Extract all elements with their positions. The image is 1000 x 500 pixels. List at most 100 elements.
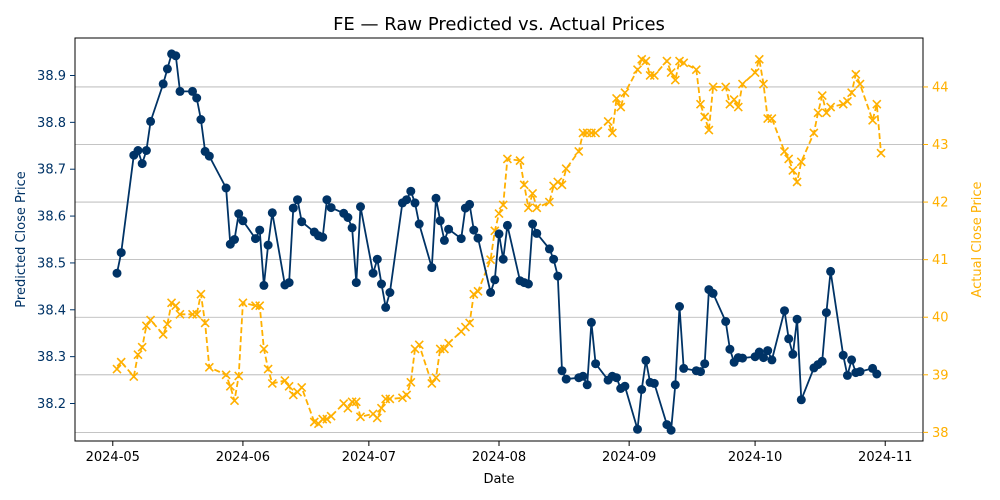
actual-point: [590, 128, 601, 138]
predicted-point: [796, 395, 806, 405]
actual-point: [158, 329, 168, 340]
predicted-point: [708, 288, 718, 298]
actual-point: [700, 112, 710, 122]
y-right-tick-label: 39: [932, 368, 949, 383]
actual-point: [754, 54, 764, 64]
actual-point: [561, 164, 571, 174]
x-tick-label: 2024-11: [858, 450, 912, 465]
predicted-point: [738, 353, 747, 363]
actual-point: [809, 128, 819, 138]
actual-point: [838, 99, 848, 109]
predicted-point: [414, 219, 424, 229]
actual-point: [112, 364, 122, 374]
actual-point: [435, 344, 445, 354]
y-left-tick-label: 38.7: [37, 163, 66, 178]
x-tick-label: 2024-08: [472, 450, 526, 465]
actual-point: [486, 255, 496, 265]
actual-point: [649, 70, 659, 80]
predicted-point: [230, 235, 239, 244]
actual-point: [133, 350, 143, 360]
actual-point: [515, 156, 525, 166]
actual-point: [851, 69, 861, 79]
predicted-point: [439, 235, 449, 245]
predicted-point: [855, 367, 865, 377]
predicted-point: [347, 223, 357, 233]
predicted-point: [288, 203, 298, 213]
predicted-point: [402, 195, 412, 205]
actual-point: [750, 67, 760, 78]
y-left-tick-label: 38.3: [37, 350, 66, 365]
predicted-point: [175, 86, 185, 96]
predicted-point: [112, 268, 122, 278]
actual-point: [225, 381, 235, 391]
predicted-point: [842, 370, 852, 380]
predicted-point: [406, 186, 416, 196]
predicted-point: [469, 225, 479, 235]
actual-point: [620, 88, 630, 98]
predicted-point: [343, 213, 353, 222]
chart-title: FE — Raw Predicted vs. Actual Prices: [333, 14, 665, 35]
actual-point: [376, 403, 387, 413]
actual-point: [826, 102, 836, 112]
predicted-point: [561, 374, 571, 384]
predicted-point: [633, 424, 642, 434]
predicted-point: [620, 381, 630, 391]
predicted-point: [788, 349, 798, 359]
actual-point: [763, 114, 773, 124]
y-axis-left-label: Predicted Close Price: [14, 171, 29, 307]
actual-series: [112, 54, 886, 429]
actual-point: [355, 412, 366, 422]
x-tick-label: 2024-10: [728, 450, 782, 465]
actual-point: [221, 370, 231, 380]
grid: [75, 86, 923, 433]
predicted-point: [821, 308, 831, 318]
actual-point: [779, 146, 790, 156]
predicted-point: [284, 278, 294, 288]
actual-point: [784, 154, 794, 164]
predicted-point: [141, 146, 151, 155]
y-right-tick-label: 38: [932, 426, 949, 441]
actual-point: [586, 128, 596, 138]
y-axis-right: 38 39 40 41 42 43 44: [923, 80, 949, 441]
y-right-tick-label: 43: [932, 138, 949, 153]
predicted-point: [351, 278, 361, 288]
actual-point: [297, 382, 307, 393]
predicted-point: [381, 302, 391, 312]
actual-point: [737, 79, 748, 89]
predicted-point: [490, 275, 500, 285]
predicted-point: [372, 254, 382, 264]
predicted-point: [549, 254, 559, 264]
actual-point: [632, 65, 643, 75]
actual-point: [519, 180, 529, 190]
actual-point: [427, 378, 437, 388]
predicted-point: [435, 216, 445, 226]
actual-point: [267, 378, 277, 388]
predicted-point: [532, 228, 542, 238]
predicted-point: [817, 356, 827, 366]
y-right-tick-label: 42: [932, 196, 949, 211]
actual-point: [876, 148, 886, 158]
actual-point: [196, 289, 206, 299]
predicted-point: [792, 314, 802, 324]
predicted-series: [112, 49, 882, 435]
actual-point: [200, 318, 210, 328]
predicted-point: [670, 380, 680, 390]
predicted-point: [146, 116, 156, 126]
actual-line: [116, 58, 882, 425]
predicted-point: [649, 378, 659, 388]
actual-point: [494, 209, 504, 219]
actual-point: [704, 125, 714, 135]
predicted-point: [297, 217, 307, 227]
actual-point: [351, 397, 361, 407]
predicted-point: [234, 209, 244, 219]
actual-point: [326, 411, 336, 421]
predicted-point: [759, 353, 768, 363]
actual-point: [204, 362, 214, 372]
actual-point: [767, 114, 777, 124]
y-left-tick-label: 38.8: [37, 116, 66, 131]
actual-point: [695, 99, 706, 109]
predicted-point: [263, 240, 273, 250]
actual-point: [439, 344, 449, 354]
actual-point: [691, 65, 701, 75]
